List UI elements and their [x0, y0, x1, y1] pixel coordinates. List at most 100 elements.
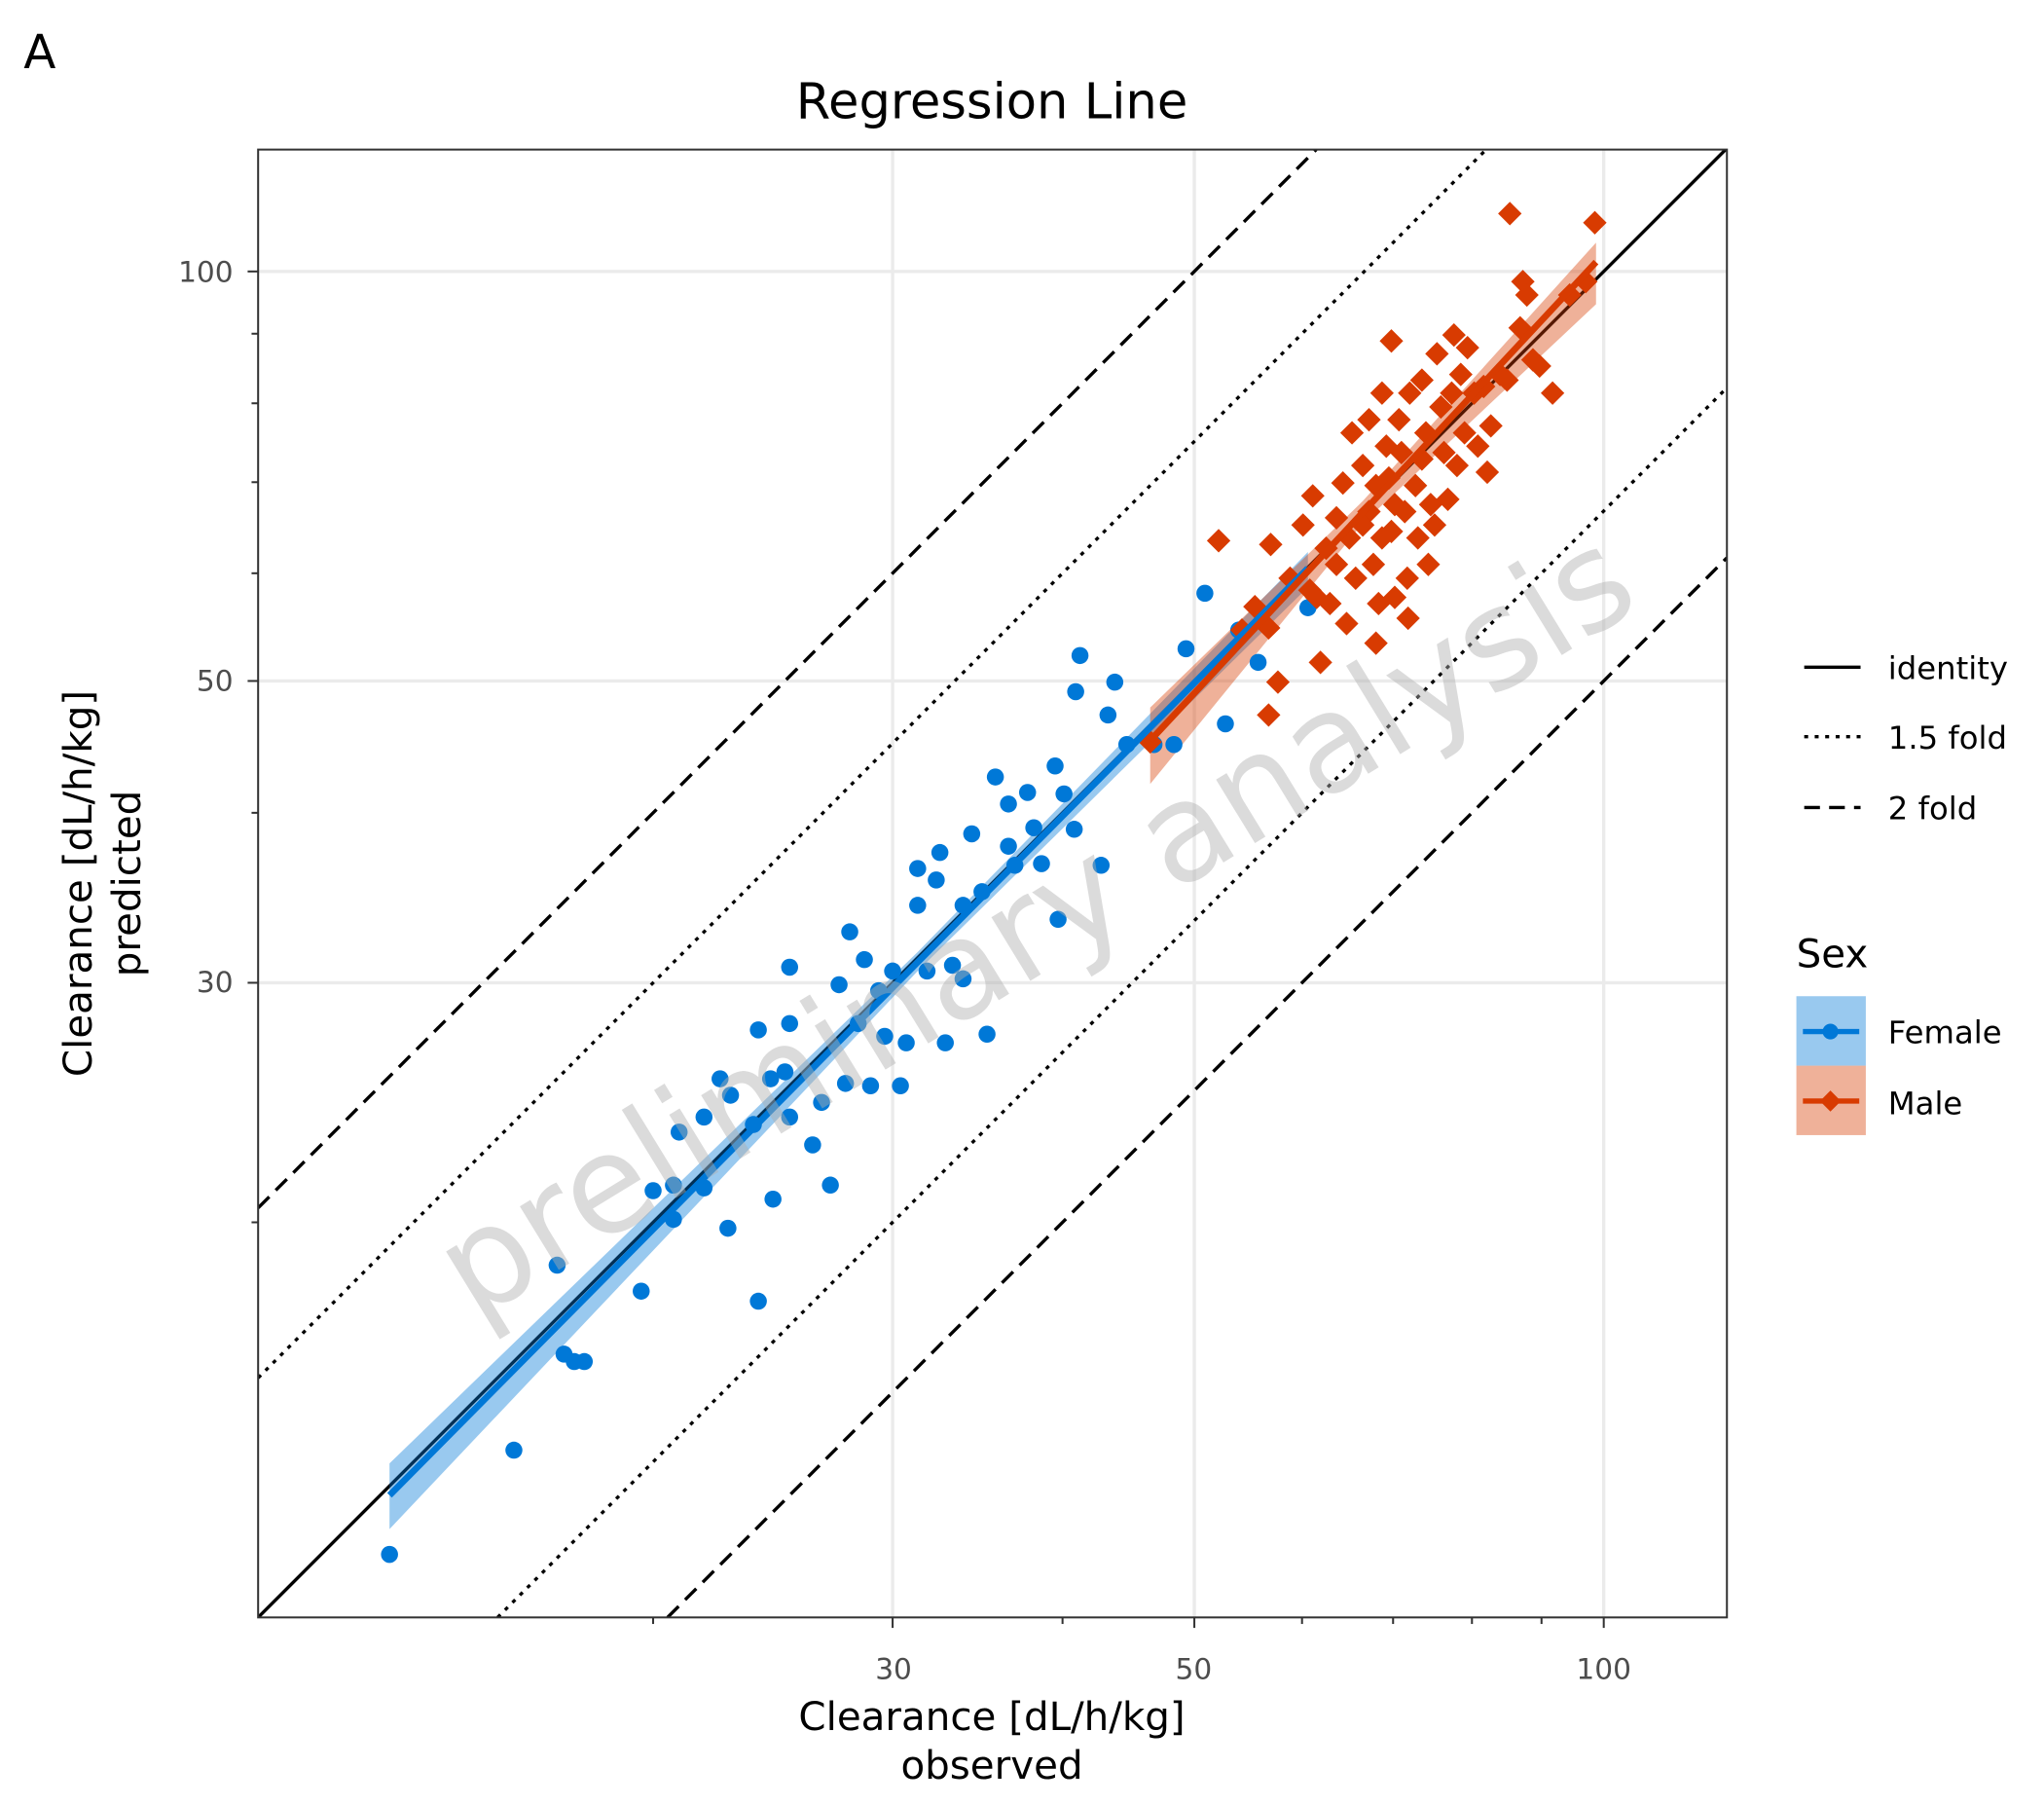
female-data-point — [719, 1219, 737, 1237]
legend: identity 1.5 fold 2 fold Sex Female Male — [1796, 649, 2008, 1135]
legend-label: identity — [1888, 649, 2008, 686]
axis-ticks — [247, 270, 1605, 1629]
female-data-point — [505, 1441, 523, 1459]
male-data-point — [1257, 703, 1281, 727]
female-data-point — [670, 1124, 688, 1141]
male-data-point — [1475, 460, 1500, 485]
female-data-point — [1049, 910, 1067, 929]
male-data-point — [1291, 513, 1315, 537]
male-data-point — [1444, 454, 1470, 478]
female-data-point — [1196, 584, 1214, 603]
reference-line-1-5-fold — [258, 149, 1488, 1380]
male-data-point — [1300, 484, 1325, 508]
male-data-point — [1398, 381, 1422, 405]
male-data-point — [1369, 381, 1394, 405]
female-data-point — [1067, 682, 1084, 701]
legend-label: Male — [1888, 1085, 1963, 1122]
x-tick-label: 100 — [1576, 1653, 1631, 1686]
male-data-point — [1361, 552, 1386, 576]
legend-group-title: Sex — [1797, 932, 1869, 977]
male-data-point — [1498, 202, 1522, 226]
male-data-point — [1409, 368, 1434, 392]
male-regression-line — [1148, 259, 1599, 743]
male-data-point — [1508, 315, 1532, 340]
female-data-point — [764, 1190, 782, 1208]
female-data-point — [548, 1256, 566, 1274]
y-axis-title: Clearance [dL/h/kg] — [55, 690, 101, 1077]
legend-label: 2 fold — [1888, 791, 1977, 828]
female-data-point — [1177, 640, 1195, 658]
female-data-point — [781, 958, 799, 976]
female-data-point — [1165, 735, 1183, 754]
male-data-point — [1382, 493, 1407, 517]
female-data-point — [1000, 795, 1017, 813]
female-data-point — [978, 1025, 996, 1044]
male-data-point — [1331, 471, 1355, 496]
female-data-point — [381, 1545, 398, 1564]
male-data-point — [1259, 533, 1283, 557]
female-data-point — [897, 1034, 915, 1051]
female-data-point — [943, 956, 962, 975]
male-data-point — [1429, 394, 1453, 420]
female-data-point — [1000, 837, 1017, 855]
male-data-point — [1334, 611, 1359, 636]
female-data-point — [781, 1014, 799, 1033]
male-data-point — [1343, 566, 1368, 591]
male-data-point — [1297, 578, 1322, 603]
female-data-point — [749, 1292, 767, 1310]
male-data-point — [1357, 408, 1381, 432]
male-data-point — [1436, 487, 1460, 511]
reference-line-2-fold — [258, 149, 1318, 1209]
legend-female-marker — [1822, 1023, 1839, 1040]
female-data-point — [928, 871, 945, 889]
female-data-point — [804, 1136, 821, 1154]
female-data-point — [776, 1063, 794, 1081]
chart-title: Regression Line — [796, 73, 1188, 130]
female-data-point — [813, 1093, 830, 1112]
x-tick-label: 30 — [875, 1653, 912, 1686]
female-data-point — [781, 1108, 799, 1126]
y-tick-label: 50 — [197, 665, 234, 698]
female-data-point — [841, 923, 858, 940]
male-data-point — [1495, 368, 1519, 392]
male-data-point — [1583, 210, 1607, 235]
female-data-point — [721, 1087, 740, 1104]
female-data-point — [830, 976, 848, 994]
female-data-point — [931, 843, 949, 862]
plot-border — [257, 148, 1729, 1619]
male-data-point — [1422, 513, 1447, 537]
male-data-point — [1448, 362, 1473, 387]
male-data-point — [1405, 526, 1430, 550]
female-data-point — [861, 1077, 880, 1095]
female-data-point — [665, 1176, 682, 1195]
male-data-point — [1379, 329, 1404, 353]
x-axis-title: Clearance [dL/h/kg] — [798, 1694, 1185, 1740]
female-data-point — [876, 1027, 894, 1046]
male-data-point — [1376, 465, 1402, 491]
female-data-point — [1092, 857, 1111, 874]
watermark: preliminary analysis — [409, 497, 1661, 1349]
male-data-point — [1206, 529, 1231, 553]
female-data-point — [892, 1077, 909, 1095]
female-data-point — [884, 962, 901, 980]
male-data-point — [1339, 421, 1365, 445]
male-data-point — [1324, 552, 1349, 576]
male-data-point — [1395, 566, 1419, 591]
male-data-point — [1418, 493, 1442, 517]
male-data-point — [1351, 513, 1375, 537]
female-data-point — [1249, 653, 1267, 672]
male-data-point — [1382, 585, 1407, 609]
male-data-point — [1478, 414, 1503, 438]
female-data-point — [954, 970, 972, 988]
male-data-point — [1387, 408, 1411, 432]
female-data-point — [749, 1021, 767, 1039]
male-data-point — [1440, 381, 1464, 405]
regression-lines — [386, 259, 1599, 1498]
female-data-point — [909, 860, 927, 877]
male-data-point — [1442, 322, 1466, 348]
y-axis-subtitle: predicted — [104, 791, 150, 977]
female-data-point — [821, 1176, 839, 1195]
female-data-point — [695, 1108, 713, 1126]
x-tick-label: 50 — [1176, 1653, 1213, 1686]
